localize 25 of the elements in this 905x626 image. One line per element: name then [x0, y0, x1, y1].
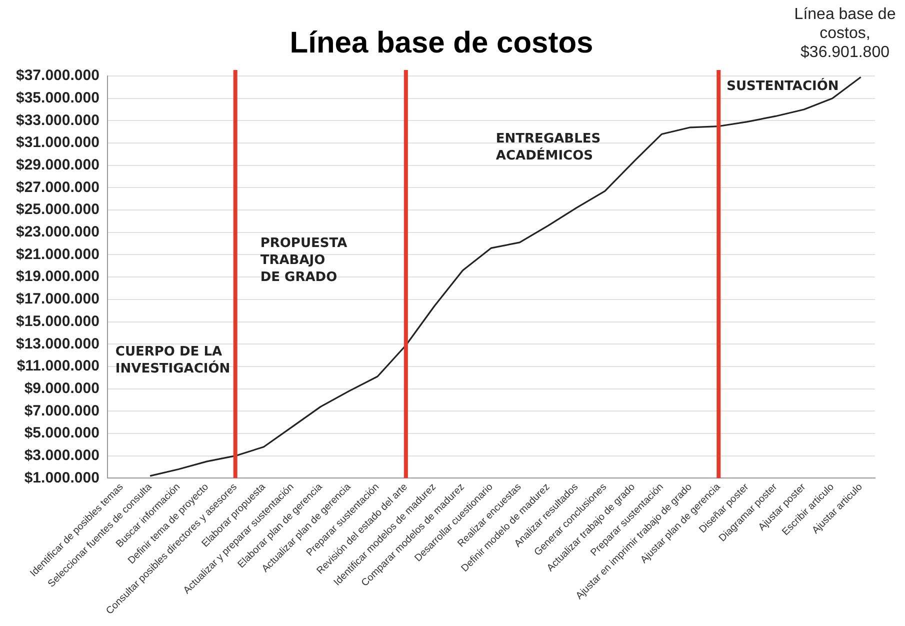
y-tick-label: $9.000.000	[24, 380, 100, 397]
y-tick-label: $33.000.000	[16, 112, 100, 129]
y-tick-label: $27.000.000	[16, 178, 100, 196]
y-tick-label: $11.000.000	[16, 358, 100, 375]
y-tick-label: $25.000.000	[16, 201, 100, 218]
chart-title: Línea base de costos	[290, 26, 594, 60]
y-tick-label: $35.000.000	[16, 89, 100, 106]
y-tick-label: $15.000.000	[16, 312, 100, 330]
y-tick-label: $17.000.000	[16, 290, 100, 308]
y-tick-label: $23.000.000	[16, 224, 100, 241]
y-tick-label: $13.000.000	[16, 335, 100, 352]
annotation: SUSTENTACIÓN	[726, 77, 839, 94]
y-tick-label: $31.000.000	[16, 134, 100, 152]
annotation: PROPUESTA TRABAJO DE GRADO	[260, 236, 348, 285]
y-tick-label: $29.000.000	[16, 156, 100, 174]
annotation: Línea base de costos, $36.901.800	[794, 6, 896, 62]
y-tick-label: $3.000.000	[24, 446, 100, 464]
y-tick-label: $7.000.000	[24, 402, 100, 420]
y-tick-label: $21.000.000	[16, 246, 100, 263]
y-tick-label: $19.000.000	[16, 268, 100, 286]
y-tick-label: $5.000.000	[24, 424, 100, 442]
y-tick-label: $1.000.000	[24, 469, 100, 486]
y-tick-label: $37.000.000	[16, 67, 100, 84]
annotation: ENTREGABLES ACADÉMICOS	[496, 131, 601, 164]
annotation: CUERPO DE LA INVESTIGACIÓN	[115, 344, 230, 376]
